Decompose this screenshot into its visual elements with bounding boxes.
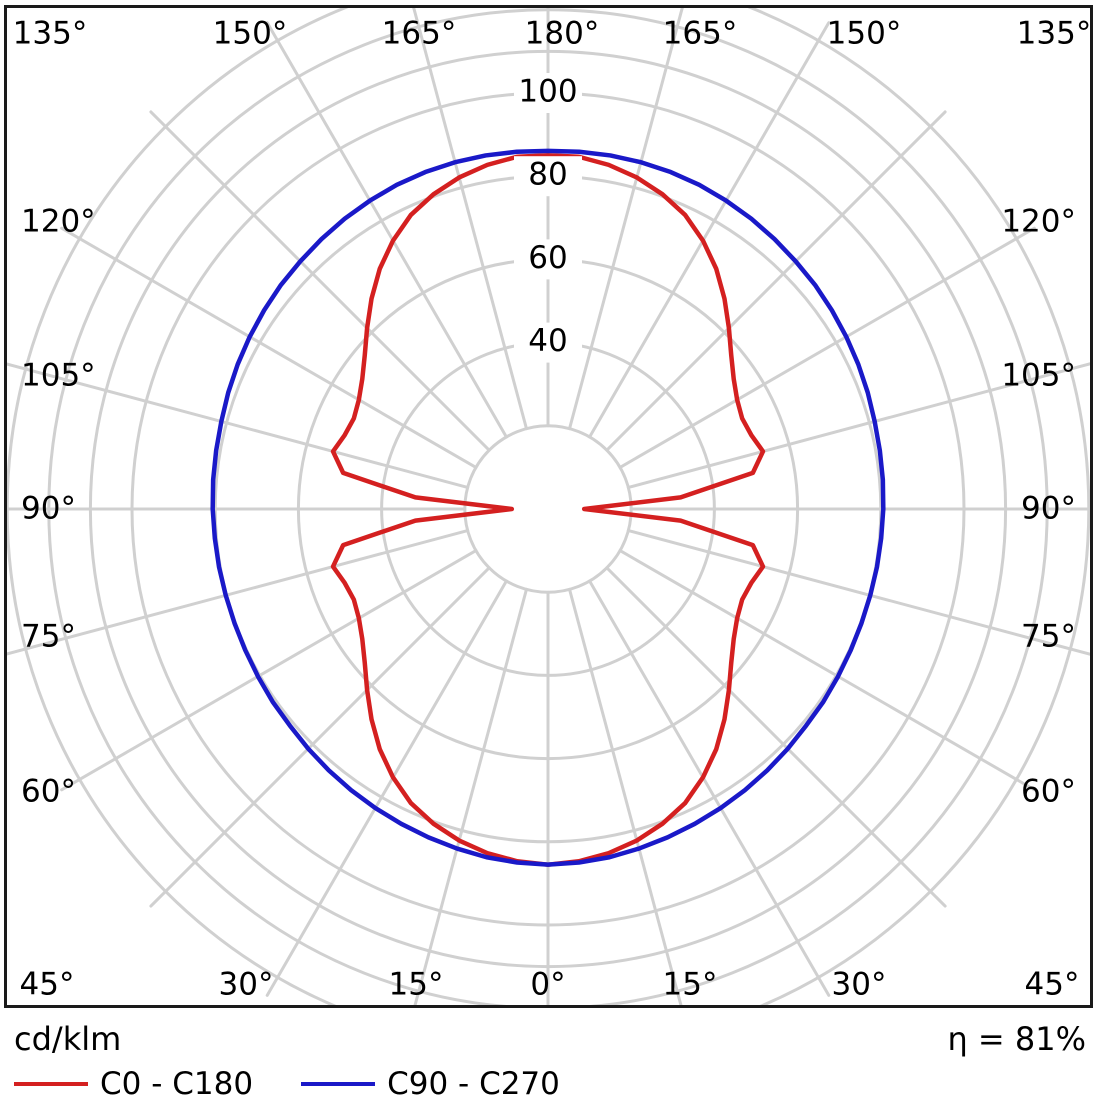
- series-curve-c0-c180: [330, 153, 766, 867]
- legend-label: C90 - C270: [387, 1066, 560, 1102]
- angle-label-right: 105°: [1001, 358, 1076, 394]
- angle-label-bottom: 45°: [20, 967, 75, 1003]
- angular-grid-spoke: [265, 579, 508, 997]
- angular-grid-spoke: [7, 362, 470, 489]
- chart-legend: cd/klm η = 81% C0 - C180 C90 - C270: [0, 1008, 1100, 1102]
- angular-grid-spoke: [626, 529, 1090, 656]
- polar-plot-svg: 135° 150° 165° 180° 165° 150° 135° 45° 30° 15° 0° 1…: [7, 8, 1090, 1005]
- efficiency-label: η = 81%: [947, 1020, 1086, 1058]
- legend-entry[interactable]: C0 - C180: [14, 1066, 253, 1102]
- angle-label-top: 135°: [1017, 16, 1090, 52]
- angle-label-top: 135°: [13, 16, 88, 52]
- series-curve-c90-c270: [210, 148, 886, 867]
- radial-tick-label: 80: [528, 157, 567, 193]
- legend-label: C0 - C180: [100, 1066, 254, 1102]
- angle-label-bottom: 30°: [219, 967, 274, 1003]
- radial-label-backdrop: [514, 322, 582, 363]
- angle-label-bottom: 30°: [832, 967, 887, 1003]
- angular-grid-spoke: [265, 21, 508, 439]
- axis-labels-layer: 135° 150° 165° 180° 165° 150° 135° 45° 30° 15° 0° 1…: [13, 16, 1090, 1003]
- angular-grid-spoke: [149, 110, 491, 452]
- angular-grid-spoke: [618, 549, 1036, 792]
- legend-entries: C0 - C180 C90 - C270: [14, 1066, 608, 1102]
- angle-label-top: 180°: [525, 16, 600, 52]
- angular-grid-spoke: [413, 587, 528, 1005]
- angular-grid-spoke: [60, 226, 478, 469]
- angle-label-left: 105°: [21, 358, 96, 394]
- series-layer: [210, 148, 886, 867]
- radial-labels-layer: 40 60 80 100: [514, 73, 582, 363]
- angle-label-right: 120°: [1001, 204, 1076, 240]
- angle-label-top: 165°: [382, 16, 457, 52]
- angle-label-left: 90°: [21, 491, 76, 527]
- angular-grid-spoke: [618, 226, 1036, 469]
- angle-label-bottom: 15°: [389, 967, 444, 1003]
- angular-grid-spoke: [588, 21, 831, 439]
- polar-grid: [7, 8, 1090, 1005]
- radial-label-backdrop: [514, 239, 582, 280]
- legend-color-swatch: [14, 1082, 88, 1086]
- radial-label-backdrop: [514, 73, 582, 113]
- angle-label-left: 75°: [21, 619, 76, 655]
- radial-tick-label: 100: [518, 74, 577, 110]
- unit-label: cd/klm: [14, 1020, 122, 1058]
- plot-frame: 135° 150° 165° 180° 165° 150° 135° 45° 30° 15° 0° 1…: [4, 5, 1093, 1008]
- angle-label-bottom: 45°: [1025, 967, 1080, 1003]
- angle-label-right: 90°: [1021, 491, 1076, 527]
- angular-grid-spoke: [568, 8, 684, 431]
- legend-top-row: cd/klm η = 81%: [14, 1020, 1086, 1058]
- angle-label-left: 120°: [21, 204, 96, 240]
- legend-entry[interactable]: C90 - C270: [301, 1066, 560, 1102]
- angle-label-right: 60°: [1021, 774, 1076, 810]
- angle-label-right: 75°: [1021, 619, 1076, 655]
- angle-label-bottom: 0°: [530, 967, 565, 1003]
- legend-color-swatch: [301, 1082, 376, 1086]
- angular-grid-spoke: [568, 587, 683, 1005]
- angle-label-top: 150°: [827, 16, 902, 52]
- angle-label-left: 60°: [21, 774, 76, 810]
- angular-grid-spoke: [605, 566, 947, 908]
- angle-label-top: 165°: [663, 16, 738, 52]
- angular-grid-spoke: [412, 8, 528, 431]
- angular-grid-spoke: [7, 529, 470, 656]
- angle-label-bottom: 15°: [663, 967, 718, 1003]
- angular-grid-spoke: [60, 549, 478, 792]
- angular-grid-spoke: [149, 566, 491, 908]
- radial-label-backdrop: [514, 156, 582, 197]
- angular-grid-spoke: [605, 110, 947, 452]
- angular-grid-spoke: [588, 579, 831, 997]
- radial-tick-label: 60: [528, 240, 567, 276]
- angular-grid-spoke: [626, 362, 1090, 489]
- radial-tick-label: 40: [528, 323, 567, 359]
- angle-label-top: 150°: [213, 16, 288, 52]
